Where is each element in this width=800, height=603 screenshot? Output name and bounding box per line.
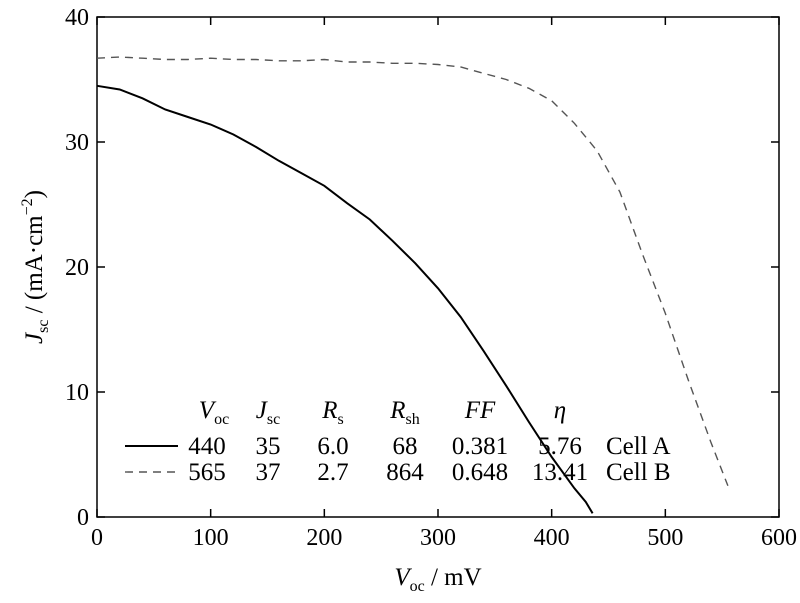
x-tick-label: 500: [647, 525, 683, 551]
legend-value: 0.381: [452, 433, 508, 460]
legend-series-name: Cell B: [606, 459, 671, 486]
legend-value: 0.648: [452, 459, 508, 486]
legend-column-header: Jsc: [256, 397, 280, 428]
y-tick-label: 20: [65, 255, 89, 281]
legend-value: 68: [393, 433, 418, 460]
legend-value: 440: [188, 433, 226, 460]
legend-column-header: Voc: [199, 397, 229, 428]
legend-column-header: Rsh: [389, 397, 420, 428]
legend-value: 2.7: [317, 459, 348, 486]
y-axis-label: Jsc / (mA·cm−2): [19, 190, 52, 344]
legend: Voc Jsc Rs Rsh FF η 440 35 6.0 68 0.381 5.76 Cell A 5…: [125, 397, 671, 486]
x-tick-label: 100: [193, 525, 229, 551]
legend-value: 35: [256, 433, 281, 460]
legend-series-name: Cell A: [606, 433, 671, 460]
series-line-cell-a: [96, 84, 594, 514]
legend-column-header: Rs: [321, 397, 344, 428]
x-tick-label: 200: [306, 525, 342, 551]
axis-ticks: 0 100 200 300 400 500 600 0 10 20 30 40: [65, 5, 797, 551]
y-tick-label: 30: [65, 130, 89, 156]
y-tick-label: 0: [77, 505, 89, 531]
legend-column-header: η: [554, 397, 566, 424]
legend-value: 37: [256, 459, 281, 486]
y-tick-label: 10: [65, 380, 89, 406]
x-tick-label: 300: [420, 525, 456, 551]
x-tick-label: 0: [91, 525, 103, 551]
legend-column-header: FF: [464, 397, 496, 424]
legend-value: 864: [386, 459, 424, 486]
legend-value: 13.41: [532, 459, 588, 486]
legend-value: 6.0: [317, 433, 348, 460]
legend-value: 5.76: [538, 433, 582, 460]
x-axis-label: Voc / mV: [394, 564, 481, 595]
series-layer: [96, 56, 729, 514]
y-tick-label: 40: [65, 5, 89, 31]
legend-value: 565: [188, 459, 226, 486]
x-tick-label: 400: [534, 525, 570, 551]
x-tick-label: 600: [761, 525, 797, 551]
